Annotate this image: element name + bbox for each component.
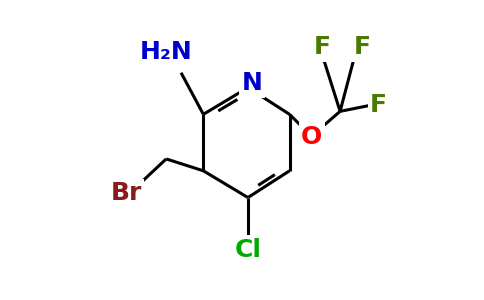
Text: H₂N: H₂N: [140, 40, 193, 64]
Text: F: F: [354, 35, 371, 59]
Text: Cl: Cl: [234, 238, 261, 262]
Text: N: N: [242, 71, 263, 95]
Text: Br: Br: [110, 181, 142, 205]
Text: F: F: [370, 93, 387, 117]
Text: F: F: [314, 35, 331, 59]
Text: O: O: [301, 124, 322, 148]
